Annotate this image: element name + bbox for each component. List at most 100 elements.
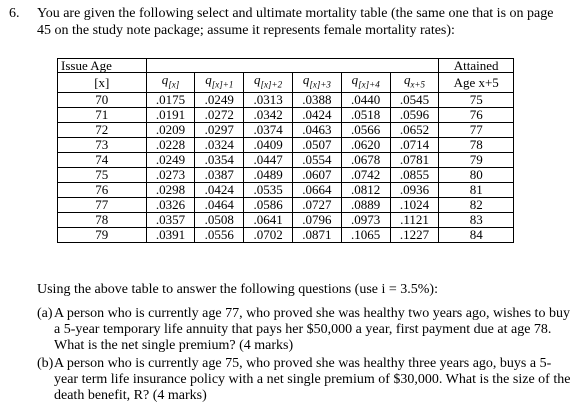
- table-cell: 72: [57, 121, 147, 138]
- q-header-5: qx+5: [389, 72, 440, 93]
- instructions-text: Using the above table to answer the foll…: [37, 282, 438, 297]
- table-cell: .0554: [291, 151, 342, 168]
- table-row: 75.0273.0387.0489.0607.0742.0855 80: [57, 166, 514, 183]
- table-cell: .0641: [243, 211, 293, 228]
- q-header-2: q[x]+2: [243, 72, 293, 93]
- issue-age-variable: [x]: [57, 72, 147, 93]
- table-cell: 75: [438, 91, 514, 108]
- table-cell: .0354: [194, 151, 245, 168]
- table-cell: .0889: [340, 196, 391, 213]
- table-row: 77.0326.0464.0586.0727.0889.1024 82: [57, 196, 514, 213]
- table-cell: .0409: [243, 136, 293, 153]
- table-cell: 79: [57, 226, 147, 243]
- table-cell: .0702: [243, 226, 293, 243]
- table-cell: .0508: [194, 211, 245, 228]
- table-cell: .0447: [243, 151, 293, 168]
- q-header-subscript: [x]+2: [260, 79, 283, 90]
- q-header-subscript: [x]+3: [309, 79, 331, 90]
- table-cell: 71: [57, 106, 147, 123]
- table-cell: .1024: [389, 196, 440, 213]
- mortality-table: Issue Age Attained [x] q[x] q[x]+1 q[x]+2 q[x]…: [57, 58, 514, 243]
- table-cell: 78: [438, 136, 514, 153]
- table-cell: .0507: [291, 136, 342, 153]
- table-cell: .0855: [389, 166, 440, 183]
- table-cell: 77: [438, 121, 514, 138]
- q-header-1: q[x]+1: [194, 72, 245, 93]
- q-header-4: q[x]+4: [340, 72, 391, 93]
- question-number: 6.: [9, 6, 20, 21]
- table-cell: .0535: [243, 181, 293, 198]
- part-a-label: (a): [37, 306, 53, 321]
- table-cell: .0424: [291, 106, 342, 123]
- table-cell: 82: [438, 196, 514, 213]
- table-cell: .0273: [145, 166, 196, 183]
- table-cell: .0388: [291, 91, 342, 108]
- table-row: 70.0175.0249.0313.0388.0440.0545 75: [57, 91, 514, 108]
- issue-age-header: Issue Age: [57, 58, 147, 73]
- table-cell: .1065: [340, 226, 391, 243]
- table-cell: .0489: [243, 166, 293, 183]
- table-cell: .0545: [389, 91, 440, 108]
- table-cell: .0297: [194, 121, 245, 138]
- table-row: 74.0249.0354.0447.0554.0678.0781 79: [57, 151, 514, 168]
- table-cell: 74: [57, 151, 147, 168]
- table-cell: .0342: [243, 106, 293, 123]
- q-header-base: q: [351, 72, 359, 87]
- q-header-base: q: [403, 72, 411, 87]
- table-cell: .0518: [340, 106, 391, 123]
- table-cell: .0357: [145, 211, 196, 228]
- table-cell: .0440: [340, 91, 391, 108]
- table-cell: .1121: [389, 211, 440, 228]
- table-cell: .0249: [145, 151, 196, 168]
- table-cell: .0620: [340, 136, 391, 153]
- question-intro: You are given the following select and u…: [37, 6, 554, 38]
- table-cell: 81: [438, 181, 514, 198]
- part-a-text: A person who is currently age 77, who pr…: [54, 306, 570, 353]
- table-cell: 70: [57, 91, 147, 108]
- table-cell: .0812: [340, 181, 391, 198]
- table-cell: .0871: [291, 226, 342, 243]
- q-header-base: q: [254, 72, 261, 87]
- table-cell: .0424: [194, 181, 245, 198]
- q-header-subscript: [x]+4: [358, 79, 380, 90]
- table-row: 71.0191.0272.0342.0424.0518.0596 76: [57, 106, 514, 123]
- select-period-header-space: [145, 58, 440, 73]
- attained-header: Attained: [438, 58, 514, 73]
- table-cell: .0556: [194, 226, 245, 243]
- table-cell: 76: [438, 106, 514, 123]
- table-cell: .0463: [291, 121, 342, 138]
- table-cell: .0596: [389, 106, 440, 123]
- table-cell: 77: [57, 196, 147, 213]
- table-cell: .0191: [145, 106, 196, 123]
- q-header-subscript: x+5: [410, 79, 426, 90]
- table-cell: .0387: [194, 166, 245, 183]
- table-cell: .0973: [340, 211, 391, 228]
- table-cell: .0209: [145, 121, 196, 138]
- table-cell: .0607: [291, 166, 342, 183]
- q-header-0: q[x]: [145, 72, 196, 93]
- table-row: 76.0298.0424.0535.0664.0812.0936 81: [57, 181, 514, 198]
- table-cell: .0652: [389, 121, 440, 138]
- q-header-base: q: [205, 72, 212, 87]
- table-cell: 79: [438, 151, 514, 168]
- q-header-subscript: [x]+1: [211, 79, 234, 90]
- table-cell: 80: [438, 166, 514, 183]
- q-header-3: q[x]+3: [291, 72, 342, 93]
- table-cell: .0936: [389, 181, 440, 198]
- table-row: 78.0357.0508.0641.0796.0973.1121 83: [57, 211, 514, 228]
- table-cell: .0796: [291, 211, 342, 228]
- table-cell: 83: [438, 211, 514, 228]
- part-b-label: (b): [37, 356, 54, 371]
- table-row: 79.0391.0556.0702.0871.1065.1227 84: [57, 226, 514, 243]
- table-cell: .0175: [145, 91, 196, 108]
- table-cell: .0464: [194, 196, 245, 213]
- table-cell: .0742: [340, 166, 391, 183]
- table-header-row-2: [x] q[x] q[x]+1 q[x]+2 q[x]+3 q[x]+4 qx+5 Age x…: [57, 72, 514, 93]
- table-cell: .0324: [194, 136, 245, 153]
- table-cell: .0298: [145, 181, 196, 198]
- attained-age-header: Age x+5: [438, 72, 514, 93]
- table-cell: .0566: [340, 121, 391, 138]
- q-header-base: q: [302, 72, 310, 87]
- table-cell: .0326: [145, 196, 196, 213]
- table-cell: .0249: [194, 91, 245, 108]
